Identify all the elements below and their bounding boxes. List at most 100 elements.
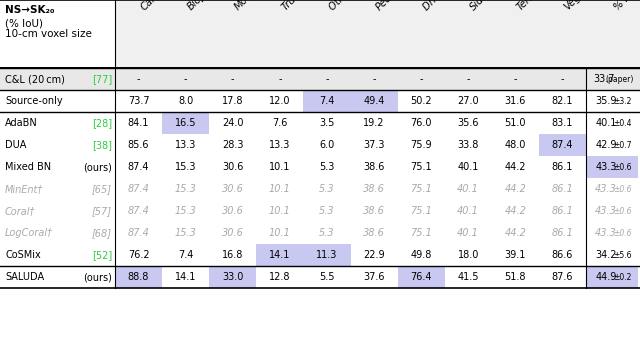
Text: 44.2: 44.2 — [504, 162, 526, 172]
Text: [28]: [28] — [92, 118, 112, 128]
Bar — [115, 266, 162, 288]
Text: 37.6: 37.6 — [364, 272, 385, 282]
Text: -: - — [278, 74, 282, 84]
Text: -: - — [419, 74, 423, 84]
Text: 40.1: 40.1 — [458, 228, 479, 238]
Bar — [351, 90, 397, 112]
Text: 49.4: 49.4 — [364, 96, 385, 106]
Text: 24.0: 24.0 — [222, 118, 243, 128]
Text: 5.3: 5.3 — [319, 162, 335, 172]
Text: 16.8: 16.8 — [222, 250, 243, 260]
Text: ±0.6: ±0.6 — [612, 162, 631, 172]
Text: 86.1: 86.1 — [552, 206, 573, 216]
Text: 76.2: 76.2 — [128, 250, 149, 260]
Text: 43.3: 43.3 — [595, 162, 617, 172]
Text: 10.1: 10.1 — [269, 184, 291, 194]
Text: 7.4: 7.4 — [178, 250, 193, 260]
Text: [68]: [68] — [92, 228, 112, 238]
Text: 33.7: 33.7 — [593, 74, 615, 84]
Text: 30.6: 30.6 — [222, 162, 243, 172]
Text: 17.8: 17.8 — [222, 96, 243, 106]
Text: 40.1: 40.1 — [595, 118, 617, 128]
Text: 30.6: 30.6 — [222, 206, 244, 216]
Text: (% IoU): (% IoU) — [5, 18, 43, 28]
Text: [57]: [57] — [92, 206, 112, 216]
Text: ±0.6: ±0.6 — [612, 228, 631, 238]
Text: -: - — [372, 74, 376, 84]
Text: 11.3: 11.3 — [316, 250, 338, 260]
Text: (ours): (ours) — [83, 272, 112, 282]
Bar — [539, 134, 586, 156]
Text: 51.0: 51.0 — [504, 118, 526, 128]
Text: ±3.2: ±3.2 — [613, 96, 631, 105]
Text: 75.1: 75.1 — [410, 228, 432, 238]
Text: [52]: [52] — [92, 250, 112, 260]
Text: 3.5: 3.5 — [319, 118, 335, 128]
Text: Pedestrian: Pedestrian — [374, 0, 419, 12]
Text: [38]: [38] — [92, 140, 112, 150]
Text: 75.1: 75.1 — [410, 206, 432, 216]
Text: 13.3: 13.3 — [269, 140, 291, 150]
Text: [65]: [65] — [92, 184, 112, 194]
Text: 35.6: 35.6 — [458, 118, 479, 128]
Text: 86.1: 86.1 — [552, 228, 573, 238]
Text: DUA: DUA — [5, 140, 26, 150]
Text: 38.6: 38.6 — [363, 184, 385, 194]
Text: % mIoU: % mIoU — [612, 0, 640, 12]
Text: -: - — [184, 74, 188, 84]
Text: 48.0: 48.0 — [505, 140, 526, 150]
Text: 10.1: 10.1 — [269, 228, 291, 238]
Text: 12.8: 12.8 — [269, 272, 291, 282]
Text: 5.5: 5.5 — [319, 272, 335, 282]
Text: Mixed BN: Mixed BN — [5, 162, 51, 172]
Text: 75.1: 75.1 — [410, 162, 432, 172]
Text: 5.3: 5.3 — [319, 228, 335, 238]
Bar — [209, 266, 256, 288]
Text: 34.2: 34.2 — [595, 250, 617, 260]
Text: 84.1: 84.1 — [128, 118, 149, 128]
Text: Driveable surf.: Driveable surf. — [421, 0, 480, 12]
Text: 87.4: 87.4 — [128, 162, 149, 172]
Text: ±0.6: ±0.6 — [612, 207, 631, 215]
Text: Terrain: Terrain — [515, 0, 547, 12]
Text: Truck: Truck — [280, 0, 306, 12]
Text: 86.6: 86.6 — [552, 250, 573, 260]
Bar — [586, 266, 638, 288]
Text: 83.1: 83.1 — [552, 118, 573, 128]
Text: ±0.6: ±0.6 — [612, 184, 631, 193]
Text: 10.1: 10.1 — [269, 162, 291, 172]
Text: Source-only: Source-only — [5, 96, 63, 106]
Text: 22.9: 22.9 — [364, 250, 385, 260]
Text: -: - — [231, 74, 234, 84]
Text: (ours): (ours) — [83, 162, 112, 172]
Text: 30.6: 30.6 — [222, 228, 244, 238]
Text: -: - — [137, 74, 140, 84]
Text: 73.7: 73.7 — [128, 96, 149, 106]
Text: 6.0: 6.0 — [319, 140, 335, 150]
Text: 76.0: 76.0 — [410, 118, 432, 128]
Text: Motorcycle: Motorcycle — [233, 0, 278, 12]
Text: 75.9: 75.9 — [410, 140, 432, 150]
Text: 87.4: 87.4 — [552, 140, 573, 150]
Text: 7.4: 7.4 — [319, 96, 335, 106]
Bar — [162, 112, 209, 134]
Text: 16.5: 16.5 — [175, 118, 196, 128]
Text: [77]: [77] — [92, 74, 112, 84]
Text: 18.0: 18.0 — [458, 250, 479, 260]
Text: 50.2: 50.2 — [410, 96, 432, 106]
Text: -: - — [325, 74, 329, 84]
Text: ±0.4: ±0.4 — [612, 119, 631, 127]
Text: 7.6: 7.6 — [272, 118, 287, 128]
Text: 15.3: 15.3 — [175, 206, 196, 216]
Text: 14.1: 14.1 — [269, 250, 291, 260]
Bar — [397, 266, 445, 288]
Text: 12.0: 12.0 — [269, 96, 291, 106]
Bar — [586, 156, 638, 178]
Text: 38.6: 38.6 — [363, 228, 385, 238]
Text: 30.6: 30.6 — [222, 184, 244, 194]
Text: 15.3: 15.3 — [175, 184, 196, 194]
Text: 10-cm voxel size: 10-cm voxel size — [5, 29, 92, 39]
Text: SALUDA: SALUDA — [5, 272, 44, 282]
Text: NS→SK₂₀: NS→SK₂₀ — [5, 5, 54, 15]
Text: 85.6: 85.6 — [128, 140, 149, 150]
